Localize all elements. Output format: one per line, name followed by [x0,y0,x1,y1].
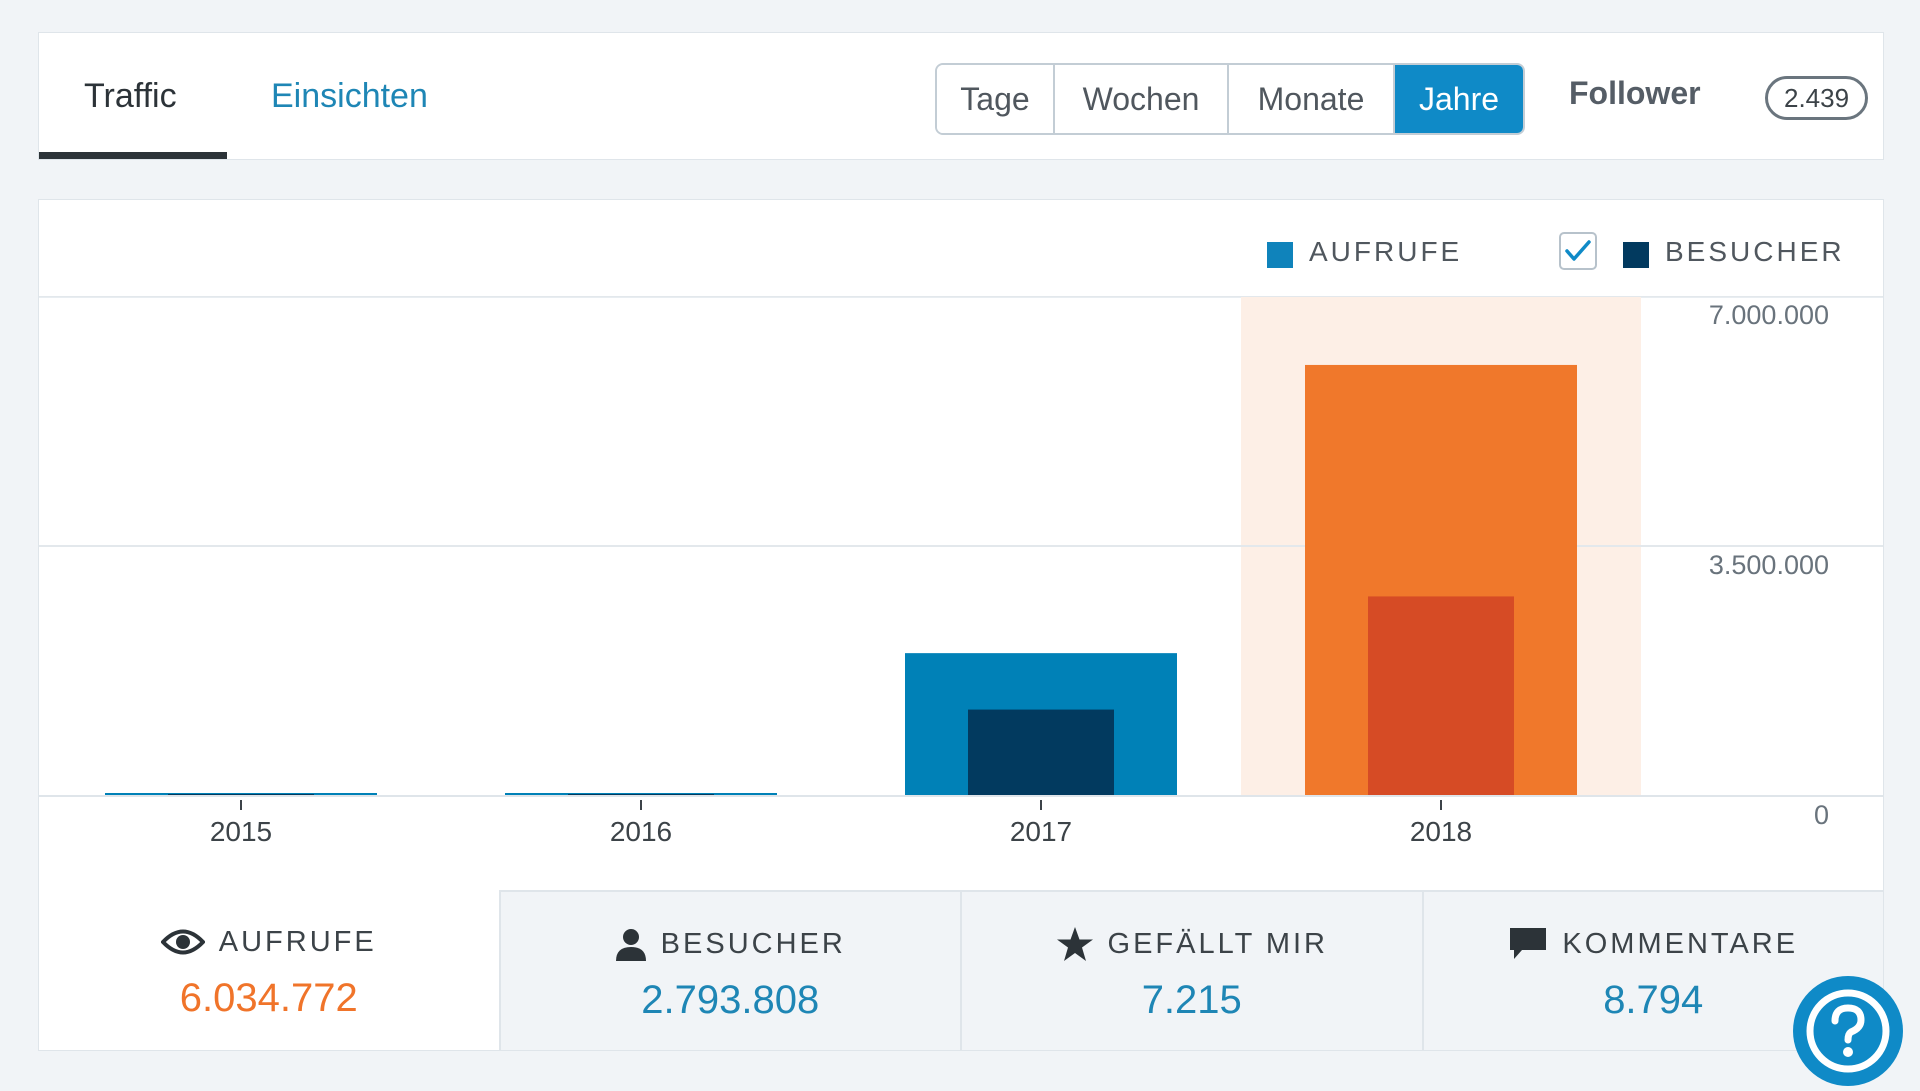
summary-stats: AUFRUFE 6.034.772 BESUCHER 2.793.808 GEF… [39,890,1883,1050]
x-tick-label-2015: 2015 [210,816,272,847]
active-tab-indicator [39,152,227,159]
bar-chart: 2015 2016 2017 2018 0 3.500.000 7.000.000 [39,296,1883,847]
eye-icon [160,929,205,955]
stat-views-value: 6.034.772 [179,976,358,1020]
stat-visitors[interactable]: BESUCHER 2.793.808 [498,890,960,1050]
help-button[interactable] [1793,976,1903,1086]
tab-traffic[interactable]: Traffic [84,77,177,115]
stat-likes-label: GEFÄLLT MIR [1107,927,1328,960]
star-icon [1056,927,1093,961]
stat-visitors-value: 2.793.808 [641,978,820,1022]
comment-icon [1510,928,1547,959]
tab-einsichten[interactable]: Einsichten [271,77,428,115]
stat-visitors-label: BESUCHER [660,927,846,960]
stat-comments-label: KOMMENTARE [1562,927,1799,960]
checkmark-icon [1565,240,1591,261]
follower-label[interactable]: Follower [1569,75,1701,111]
stat-likes[interactable]: GEFÄLLT MIR 7.215 [960,890,1422,1050]
bar-visitors-2018 [1368,596,1514,796]
period-selector: Tage Wochen Monate Jahre [935,63,1525,135]
follower-count-badge[interactable]: 2.439 [1765,76,1869,120]
period-weeks-button[interactable]: Wochen [1055,65,1229,133]
person-icon [615,929,646,961]
chart-legend: AUFRUFE BESUCHER [39,200,1883,298]
x-tick-label-2018: 2018 [1410,816,1472,847]
x-tick-label-2017: 2017 [1010,816,1072,847]
stat-views-label: AUFRUFE [218,925,377,958]
period-days-button[interactable]: Tage [937,65,1055,133]
y-tick-label-2: 7.000.000 [1709,300,1829,330]
help-icon [1806,989,1890,1073]
legend-swatch-views [1267,242,1293,268]
chart-card: AUFRUFE BESUCHER 2015 2016 2017 2018 0 3.500.… [38,199,1884,1051]
bar-visitors-2017 [968,709,1114,796]
legend-label-visitors: BESUCHER [1665,236,1845,267]
stat-comments-value: 8.794 [1603,978,1704,1022]
stats-topbar: Traffic Einsichten Tage Wochen Monate Ja… [38,32,1884,160]
stat-likes-value: 7.215 [1141,978,1242,1022]
period-years-button[interactable]: Jahre [1395,65,1523,133]
period-months-button[interactable]: Monate [1229,65,1395,133]
legend-swatch-visitors [1623,242,1649,268]
stat-views[interactable]: AUFRUFE 6.034.772 [39,890,499,1050]
y-tick-label-0: 0 [1814,800,1829,830]
x-tick-label-2016: 2016 [610,816,672,847]
visitors-toggle-checkbox[interactable] [1559,232,1597,270]
legend-label-views: AUFRUFE [1309,236,1463,267]
y-tick-label-1: 3.500.000 [1709,550,1829,580]
